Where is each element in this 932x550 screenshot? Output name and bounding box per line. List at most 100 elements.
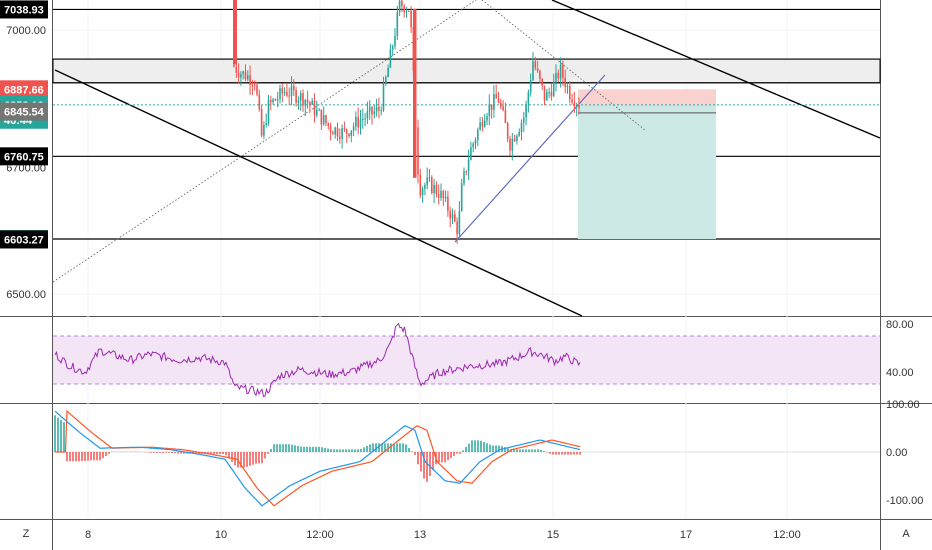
take-profit-box[interactable]: [578, 104, 716, 240]
candle-body: [513, 138, 516, 142]
price-tag[interactable]: [0, 102, 48, 121]
price-tag-label: 7038.93: [4, 4, 44, 16]
candle-body: [488, 104, 491, 117]
candle-body: [575, 105, 578, 107]
price-tick-label: 6500.00: [6, 289, 46, 301]
candle-body: [350, 130, 353, 137]
candle-body: [555, 72, 557, 82]
candle-body: [566, 85, 569, 88]
candle-body: [573, 102, 576, 107]
resistance-zone[interactable]: [52, 58, 881, 84]
candle-body: [251, 84, 254, 86]
candle-body: [336, 127, 339, 137]
candle-body: [290, 85, 293, 97]
price-tag-label: 6887.66: [4, 84, 44, 96]
candle-body: [283, 91, 286, 94]
candle-body: [295, 90, 297, 103]
candle-body: [304, 99, 307, 106]
candle-body: [299, 93, 302, 101]
dotted-trendline[interactable]: [52, 0, 477, 283]
price-tag[interactable]: [0, 0, 48, 19]
candle-body: [541, 78, 543, 86]
candle-body: [380, 110, 382, 112]
candle-body: [401, 0, 403, 6]
candle-body: [442, 190, 445, 199]
macd-pane[interactable]: [0, 404, 880, 520]
candle-body: [520, 122, 523, 132]
candle-body: [419, 174, 422, 196]
candle-body: [286, 91, 288, 96]
candle-body: [313, 100, 316, 116]
candle-body: [297, 100, 300, 103]
candle-body: [557, 72, 560, 79]
candle-body: [511, 138, 514, 151]
candle-body: [357, 116, 359, 128]
price-pane[interactable]: [0, 0, 880, 316]
candle-body: [433, 184, 435, 194]
candle-body: [247, 75, 249, 80]
candle-body: [391, 46, 394, 50]
candle-body: [265, 123, 267, 125]
candle-body: [451, 214, 454, 219]
candle-body: [408, 10, 410, 12]
time-axis-label: 15: [547, 529, 559, 541]
corner-right-label[interactable]: A: [902, 528, 910, 540]
descending-trendline[interactable]: [54, 69, 583, 317]
price-tag[interactable]: [0, 230, 48, 249]
candle-body: [525, 104, 527, 118]
candle-body: [403, 5, 405, 13]
candle-body: [552, 81, 555, 97]
candle-body: [343, 128, 346, 130]
candle-body: [235, 66, 238, 73]
candle-body: [421, 188, 424, 196]
candle-body: [233, 64, 235, 67]
candle-body: [546, 92, 548, 101]
candle-body: [329, 125, 332, 133]
candle-body: [368, 106, 371, 112]
price-tick-label: 7000.00: [6, 25, 46, 37]
candle-body: [509, 138, 511, 151]
candle-body: [366, 111, 369, 119]
candle-body: [426, 177, 428, 186]
rsi-tick-label: 80.00: [886, 319, 914, 331]
rising-trendline[interactable]: [454, 74, 606, 243]
candle-body: [447, 196, 449, 211]
corner-left-label[interactable]: Z: [23, 528, 30, 540]
candle-body: [362, 118, 364, 120]
price-tag[interactable]: [0, 80, 48, 99]
candle-body: [334, 127, 336, 135]
candle-body: [263, 124, 265, 136]
candle-body: [359, 119, 362, 128]
candle-body: [481, 122, 484, 127]
time-axis-label: 8: [85, 529, 91, 541]
stop-loss-box[interactable]: [578, 89, 716, 105]
candle-body: [242, 71, 244, 75]
candle-body: [332, 132, 334, 135]
candle-body: [578, 105, 580, 108]
candle-body: [490, 104, 493, 110]
time-axis-label: 17: [680, 529, 692, 541]
candle-body: [302, 93, 304, 106]
candle-body: [440, 190, 442, 198]
candle-body: [272, 99, 274, 103]
price-tag[interactable]: [0, 147, 48, 166]
candle-body: [270, 100, 272, 103]
candle-body: [431, 177, 433, 194]
macd-tick-label: 100.00: [886, 399, 920, 411]
time-axis-label: 12:00: [306, 529, 334, 541]
candle-body: [352, 126, 355, 131]
descending-trendline[interactable]: [551, 0, 881, 139]
candle-body: [500, 102, 502, 107]
candle-body: [543, 85, 546, 101]
candle-body: [548, 92, 550, 94]
candle-body: [316, 109, 318, 116]
candle-body: [309, 102, 311, 105]
rsi-line[interactable]: [54, 322, 581, 398]
candle-body: [318, 109, 320, 111]
candle-body: [456, 221, 458, 235]
macd-line[interactable]: [54, 410, 581, 507]
candle-body: [428, 177, 431, 179]
candle-body: [474, 139, 477, 144]
candle-body: [454, 214, 456, 222]
